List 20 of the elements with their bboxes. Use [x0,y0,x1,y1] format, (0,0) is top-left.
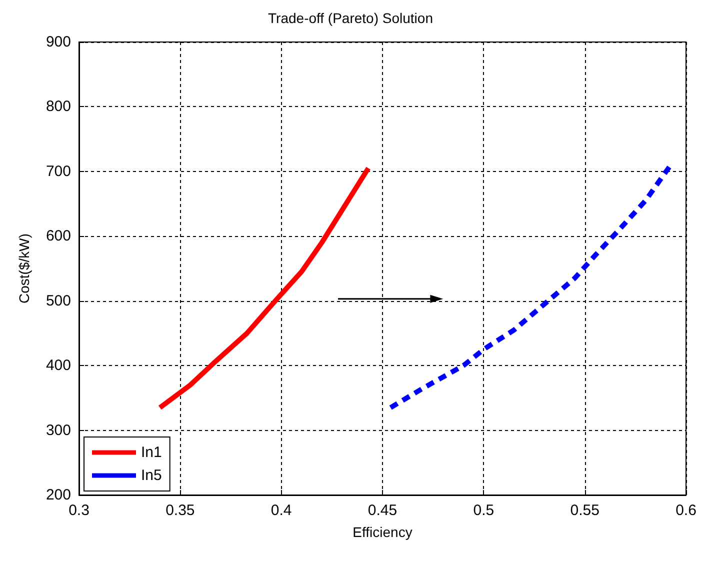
x-tick-label: 0.55 [570,502,600,519]
x-tick-label: 0.35 [166,502,195,519]
x-tick-label: 0.5 [473,502,494,519]
legend-label: In5 [141,467,162,484]
x-tick-label: 0.45 [368,502,398,519]
y-tick-label: 500 [46,292,71,310]
y-tick-label: 700 [46,162,71,180]
y-tick-label: 400 [46,357,71,374]
y-tick-label: 900 [46,34,71,50]
x-axis-title: Efficiency [352,524,412,540]
x-tick-label: 0.3 [68,502,90,519]
y-tick-label: 600 [46,228,71,245]
chart-title: Trade-off (Pareto) Solution [268,10,433,26]
y-tick-label: 200 [46,486,71,504]
x-tick-label: 0.6 [676,502,696,519]
y-tick-label: 300 [46,422,71,439]
y-tick-label: 800 [46,98,71,116]
x-tick-label: 0.4 [270,502,292,519]
y-axis-title: Cost($/kW) [16,234,32,304]
legend-label: In1 [141,444,162,461]
